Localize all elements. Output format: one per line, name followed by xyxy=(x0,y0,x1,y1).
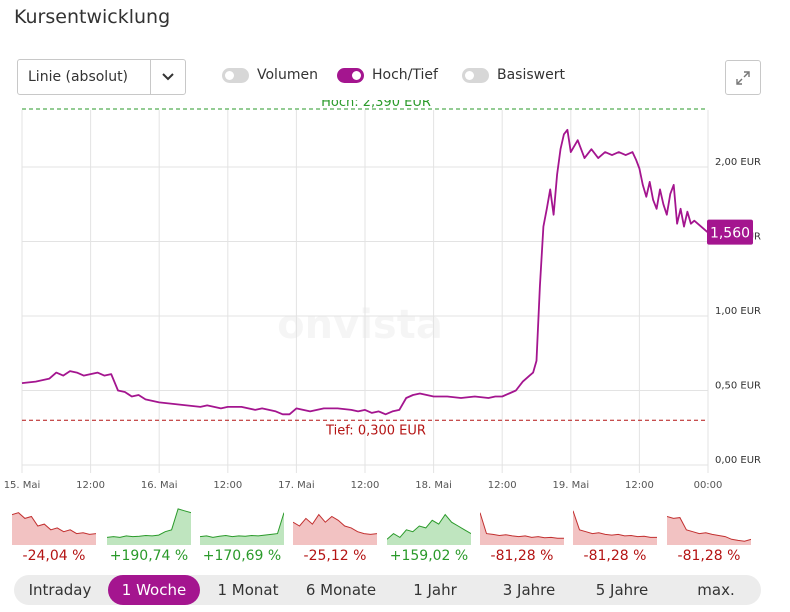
tab-1-woche[interactable]: 1 Woche xyxy=(108,575,200,605)
tab-6-monate[interactable]: 6 Monate xyxy=(305,581,377,599)
mini-chart-graph xyxy=(480,512,564,545)
mini-chart-area xyxy=(107,508,191,545)
toggle-hoch-tief[interactable]: Hoch/Tief xyxy=(337,67,438,83)
chart-type-select[interactable]: Linie (absolut) xyxy=(17,59,186,95)
mini-chart-graph xyxy=(12,512,96,545)
mini-chart-area xyxy=(480,512,564,545)
mini-chart-line xyxy=(480,512,564,539)
tab-3-jahre[interactable]: 3 Jahre xyxy=(502,581,556,599)
mini-chart-2[interactable]: +170,69 % xyxy=(200,505,284,573)
mini-chart-line xyxy=(387,513,471,540)
mini-chart-change: -25,12 % xyxy=(303,548,367,564)
tab-intraday[interactable]: Intraday xyxy=(28,581,92,599)
mini-chart-change: -81,28 % xyxy=(583,548,647,564)
mini-chart-3[interactable]: -25,12 % xyxy=(293,505,377,573)
x-tick-label-6: 18. Mai xyxy=(415,480,452,491)
x-tick-label-0: 15. Mai xyxy=(4,480,41,491)
mini-chart-0[interactable]: -24,04 % xyxy=(12,505,96,573)
chevron-down-icon[interactable] xyxy=(150,60,185,94)
x-tick-label-10: 00:00 xyxy=(694,480,723,491)
mini-chart-line xyxy=(293,513,377,535)
expand-icon xyxy=(736,70,750,85)
price-line-0 xyxy=(21,128,709,416)
x-tick-label-7: 12:00 xyxy=(488,480,517,491)
mini-chart-line xyxy=(667,516,751,542)
y-tick-label-1: 0,50 EUR xyxy=(715,381,761,392)
x-tick-label-9: 12:00 xyxy=(625,480,654,491)
chart-type-select-value: Linie (absolut) xyxy=(28,69,129,85)
mini-chart-7[interactable]: -81,28 % xyxy=(667,505,751,573)
mini-chart-change: +190,74 % xyxy=(109,548,189,564)
y-tick-label-4: 2,00 EUR xyxy=(715,157,761,168)
toggle-volumen-switch[interactable] xyxy=(222,67,249,83)
current-price-label: 1,560 xyxy=(710,226,750,242)
mini-chart-area xyxy=(573,510,657,545)
toggle-basiswert[interactable]: Basiswert xyxy=(462,67,565,83)
mini-chart-4[interactable]: +159,02 % xyxy=(387,505,471,573)
y-tick-label-0: 0,00 EUR xyxy=(715,455,761,466)
mini-chart-1[interactable]: +190,74 % xyxy=(107,505,191,573)
toggle-basiswert-switch[interactable] xyxy=(462,67,489,83)
mini-chart-area xyxy=(387,514,471,545)
mini-chart-line xyxy=(12,512,96,535)
mini-chart-graph xyxy=(667,516,751,545)
tab-1-monat[interactable]: 1 Monat xyxy=(217,581,279,599)
mini-chart-change: -24,04 % xyxy=(22,548,86,564)
mini-chart-change: -81,28 % xyxy=(677,548,741,564)
toggle-basiswert-label: Basiswert xyxy=(497,67,565,83)
low-label: Tief: 0,300 EUR xyxy=(325,423,426,438)
performance-mini-charts: -24,04 % +190,74 % +170,69 % -25,12 % +159,0… xyxy=(12,505,772,573)
x-tick-label-5: 12:00 xyxy=(351,480,380,491)
x-tick-label-3: 12:00 xyxy=(213,480,242,491)
x-tick-label-1: 12:00 xyxy=(76,480,105,491)
tab-max[interactable]: max. xyxy=(697,581,735,599)
mini-chart-area xyxy=(667,516,751,545)
mini-chart-graph xyxy=(573,510,657,545)
mini-chart-change: +170,69 % xyxy=(202,548,282,564)
mini-chart-change: +159,02 % xyxy=(389,548,469,564)
mini-chart-5[interactable]: -81,28 % xyxy=(480,505,564,573)
y-tick-label-2: 1,00 EUR xyxy=(715,306,761,317)
period-tabs: Intraday 1 Woche 1 Monat 6 Monate 1 Jahr 3 Ja… xyxy=(14,575,761,605)
x-tick-label-2: 16. Mai xyxy=(141,480,178,491)
tab-1-jahr[interactable]: 1 Jahr xyxy=(413,581,457,599)
x-tick-label-8: 19. Mai xyxy=(552,480,589,491)
mini-chart-change: -81,28 % xyxy=(490,548,554,564)
expand-button[interactable] xyxy=(725,60,761,95)
toggle-volumen-label: Volumen xyxy=(257,67,318,83)
toggle-hoch-tief-label: Hoch/Tief xyxy=(372,67,438,83)
mini-chart-line xyxy=(200,512,284,538)
high-label: Hoch: 2,390 EUR xyxy=(321,100,431,110)
toggle-hoch-tief-switch[interactable] xyxy=(337,67,364,83)
mini-chart-graph xyxy=(293,513,377,545)
mini-chart-area xyxy=(200,512,284,545)
mini-chart-line xyxy=(107,508,191,538)
x-tick-label-4: 17. Mai xyxy=(278,480,315,491)
mini-chart-6[interactable]: -81,28 % xyxy=(573,505,657,573)
mini-chart-line xyxy=(573,510,657,538)
current-price-badge xyxy=(707,219,753,245)
mini-chart-graph xyxy=(107,508,191,545)
tab-5-jahre[interactable]: 5 Jahre xyxy=(595,581,649,599)
page-title: Kursentwicklung xyxy=(14,6,171,28)
mini-chart-graph xyxy=(200,512,284,545)
mini-chart-graph xyxy=(387,513,471,545)
toggle-volumen[interactable]: Volumen xyxy=(222,67,318,83)
watermark: onvista xyxy=(277,302,443,348)
